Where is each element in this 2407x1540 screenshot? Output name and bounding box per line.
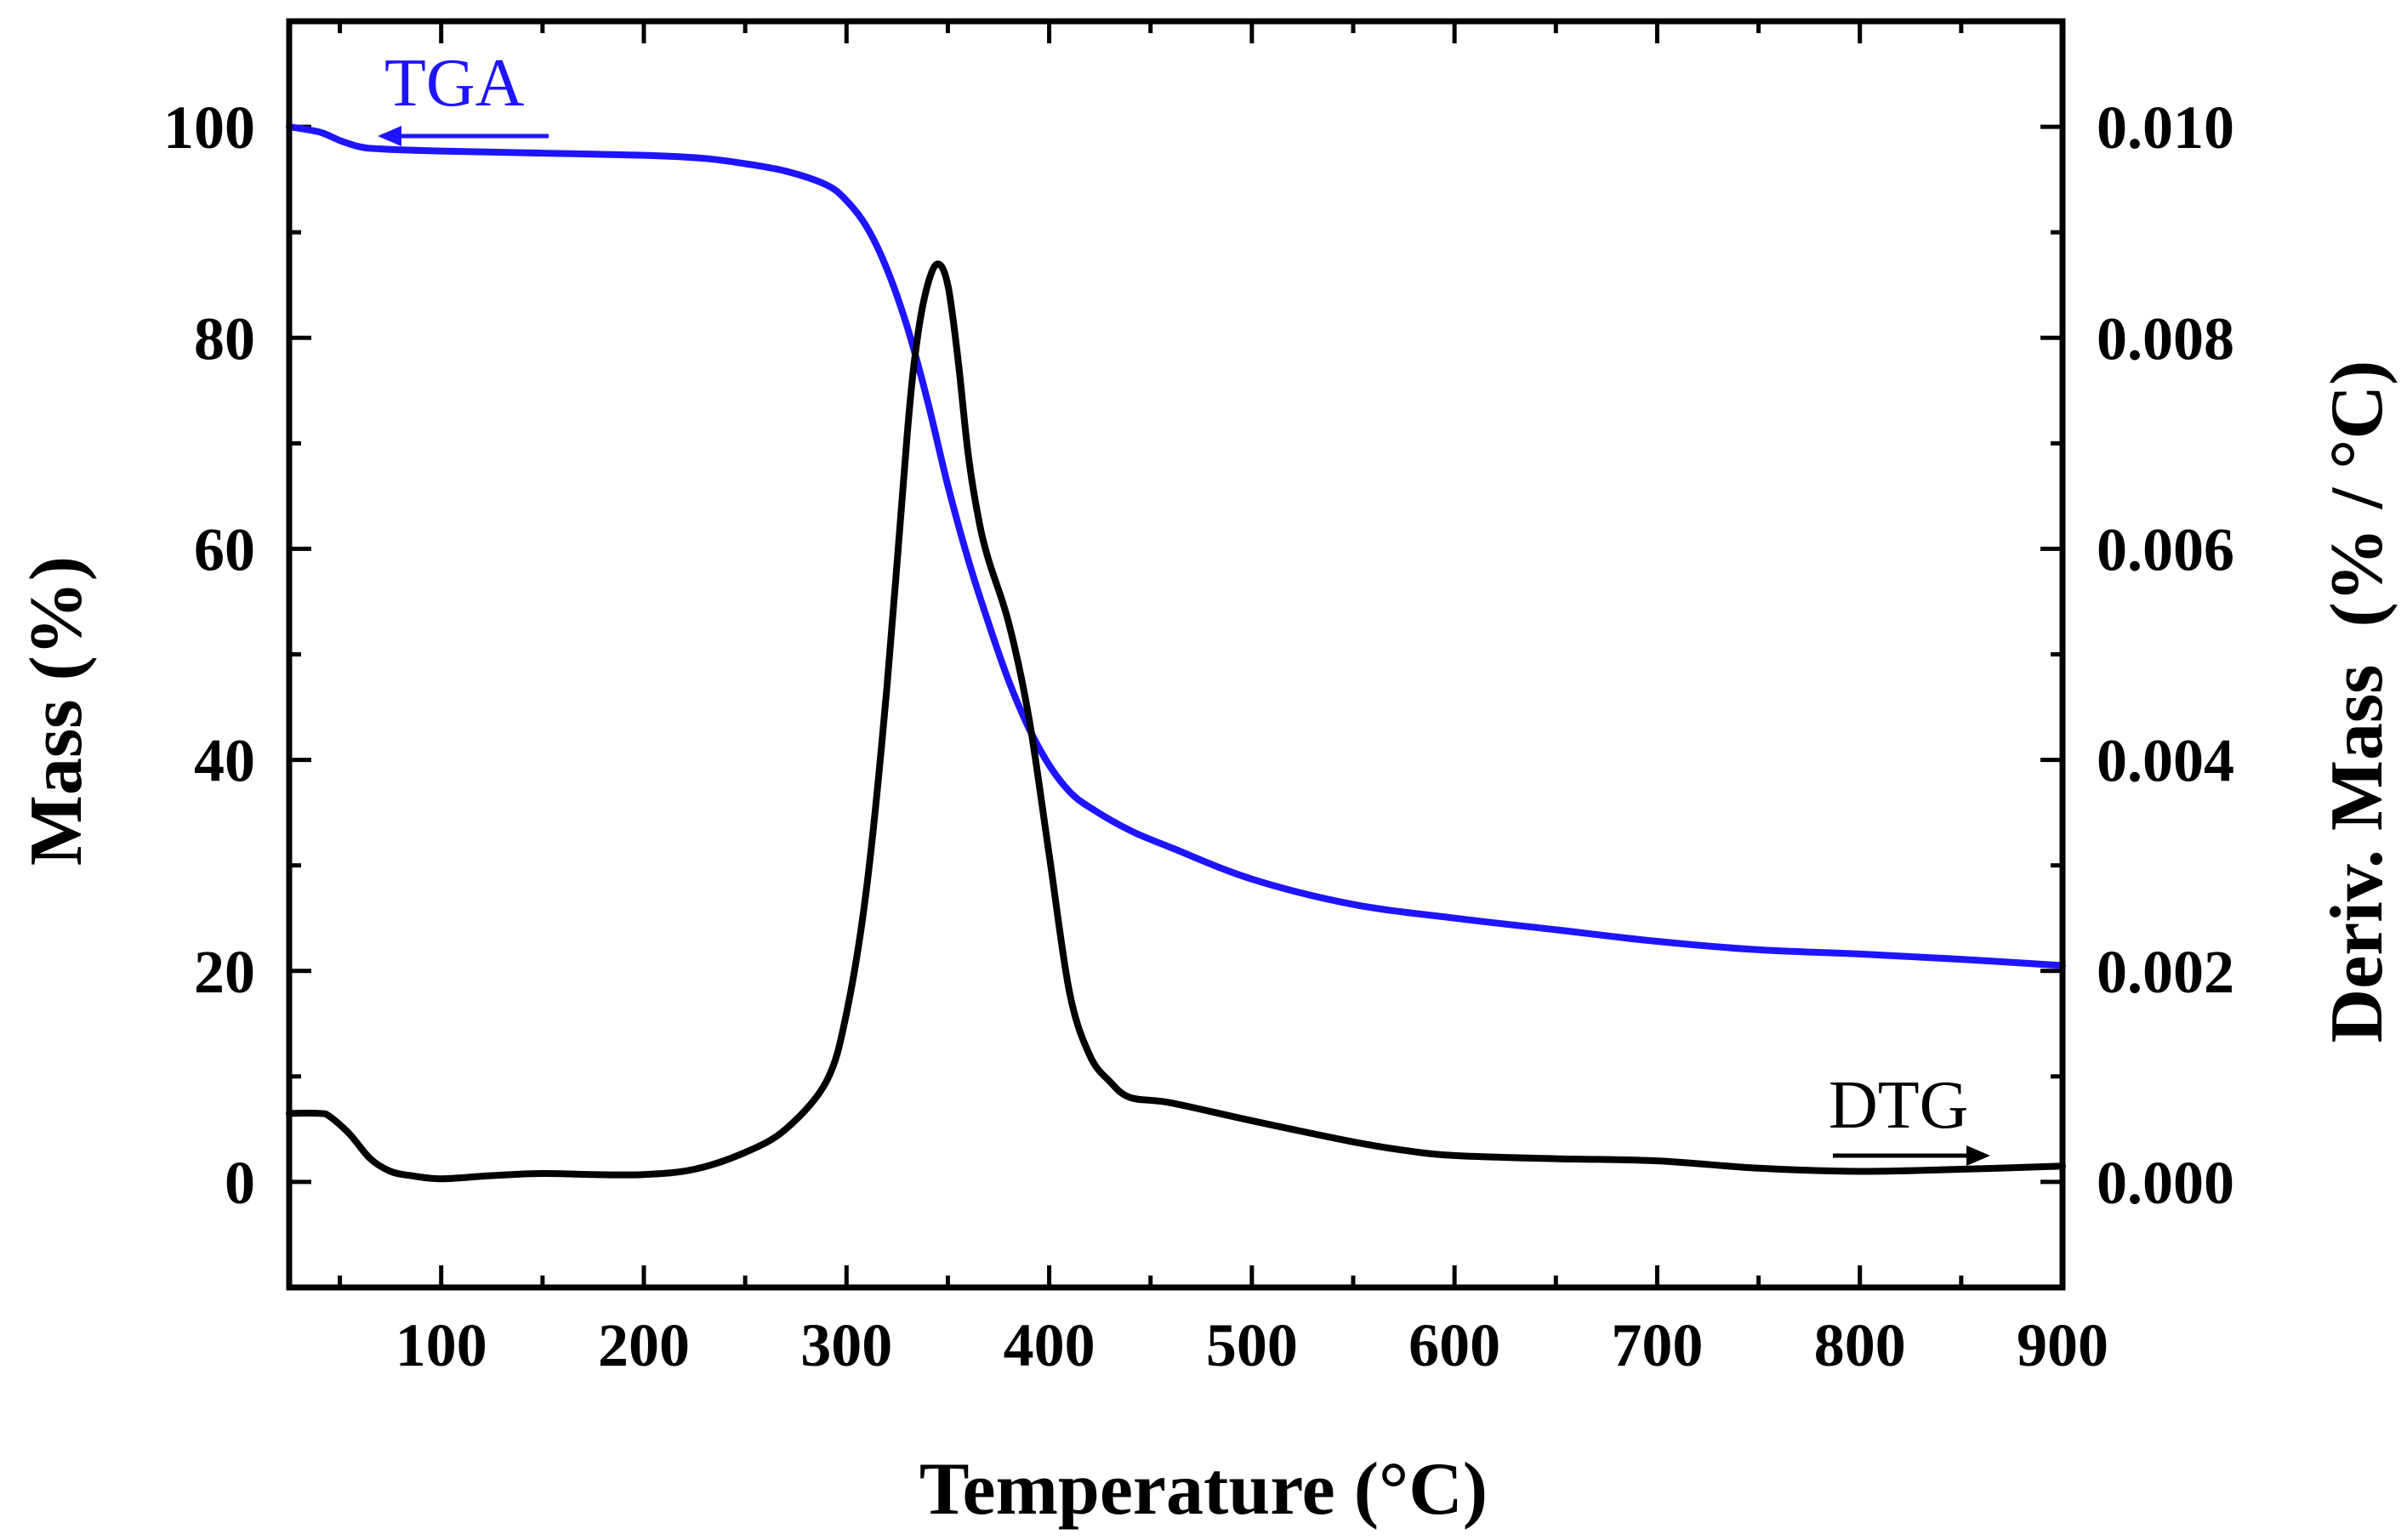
y-right-tick-label: 0.008 [2097,304,2234,372]
annotations: TGA DTG [378,46,1990,1166]
x-tick-label: 500 [1206,1311,1298,1379]
y-right-tick-label: 0.000 [2097,1149,2234,1217]
tga-arrow-icon [378,126,549,146]
x-tick-label: 700 [1611,1311,1703,1379]
y-left-tick-label: 80 [194,304,255,372]
dtg-series-line [286,260,2066,1183]
y-right-tick-label: 0.004 [2097,727,2234,795]
y-left-tick-label: 60 [194,515,255,583]
y-left-tick-label: 40 [194,727,255,795]
x-tick-label: 300 [800,1311,892,1379]
axis-ticks: 100 200 300 400 500 600 700 800 900 0 20 40 60 80 100 0… [163,19,2234,1379]
x-tick-label: 100 [395,1311,487,1379]
y-left-tick-label: 20 [194,938,255,1006]
series-layer [286,123,2066,1183]
y-right-tick-label: 0.006 [2097,515,2234,583]
y-left-tick-label: 0 [225,1149,255,1217]
y-right-tick-label: 0.010 [2097,94,2234,162]
x-tick-label: 400 [1004,1311,1095,1379]
left-y-axis-title: Mass (%) [15,556,98,866]
right-y-axis-title: Deriv. Mass (% / °C) [2316,361,2398,1043]
y-right-tick-label: 0.002 [2097,938,2234,1006]
dtg-annotation-label: DTG [1829,1068,1968,1143]
tga-series-line [286,123,2066,969]
y-left-tick-label: 100 [163,94,255,162]
x-axis-title: Temperature (°C) [919,1448,1488,1531]
dtg-arrow-icon [1833,1145,1990,1166]
x-tick-label: 600 [1408,1311,1500,1379]
x-tick-label: 200 [598,1311,690,1379]
x-tick-label: 800 [1814,1311,1906,1379]
tga-annotation-label: TGA [384,46,525,121]
plot-frame [286,18,2066,1291]
x-tick-label: 900 [2017,1311,2108,1379]
